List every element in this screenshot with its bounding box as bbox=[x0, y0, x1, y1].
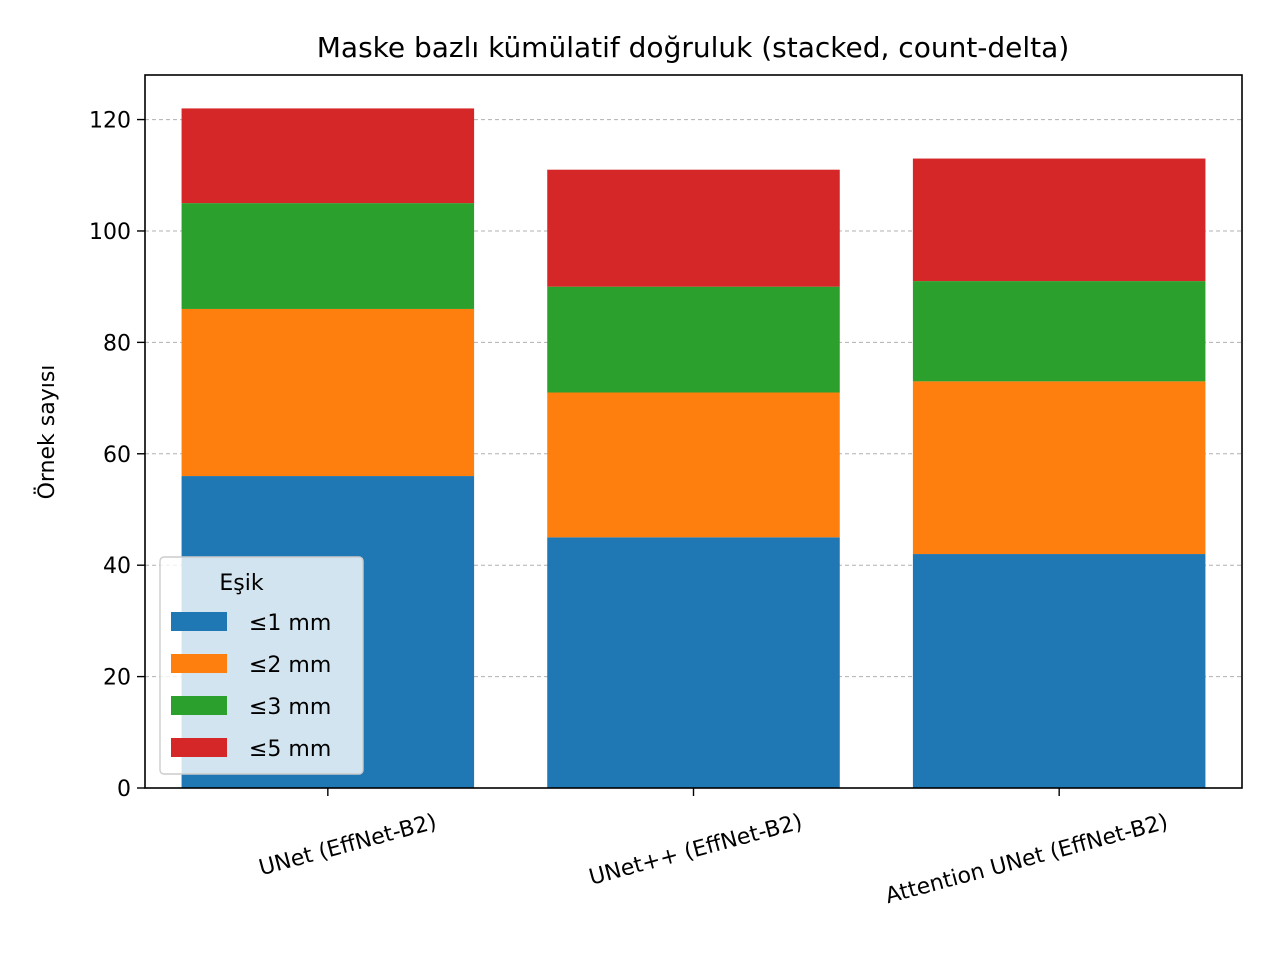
x-tick-label: Attention UNet (EffNet-B2) bbox=[883, 810, 1171, 910]
y-tick-label: 120 bbox=[89, 109, 131, 134]
y-tick-label: 80 bbox=[103, 331, 131, 356]
bar-segment bbox=[181, 108, 475, 204]
y-tick-label: 100 bbox=[89, 220, 131, 245]
bar-segment bbox=[912, 381, 1206, 555]
bar-segment bbox=[547, 286, 840, 393]
y-tick-label: 40 bbox=[103, 554, 131, 579]
x-tick-label: UNet++ (EffNet-B2) bbox=[586, 810, 805, 891]
legend-box bbox=[159, 556, 364, 775]
bars bbox=[181, 108, 1206, 788]
bar-segment bbox=[912, 554, 1206, 788]
x-tick-label: UNet (EffNet-B2) bbox=[256, 810, 439, 881]
bar-segment bbox=[547, 169, 840, 287]
legend-entry: ≤1 mm bbox=[249, 611, 331, 636]
legend-swatch bbox=[171, 654, 227, 673]
y-axis-label: Örnek sayısı bbox=[34, 365, 60, 500]
y-tick-label: 0 bbox=[117, 777, 131, 802]
legend-swatch bbox=[171, 738, 227, 757]
bar-segment bbox=[181, 308, 475, 477]
y-tick-label: 20 bbox=[103, 666, 131, 691]
bar-segment bbox=[547, 392, 840, 538]
legend-entry: ≤5 mm bbox=[249, 737, 331, 762]
y-tick-label: 60 bbox=[103, 443, 131, 468]
bar-segment bbox=[912, 158, 1206, 282]
bar-segment bbox=[912, 281, 1206, 382]
legend-entry: ≤2 mm bbox=[249, 653, 331, 678]
legend-swatch bbox=[171, 696, 227, 715]
chart-title: Maske bazlı kümülatif doğruluk (stacked,… bbox=[317, 31, 1070, 64]
bar-segment bbox=[547, 537, 840, 788]
legend-entry: ≤3 mm bbox=[249, 695, 331, 720]
legend: Eşik ≤1 mm ≤2 mm ≤3 mm ≤5 mm bbox=[159, 556, 364, 775]
legend-swatch bbox=[171, 612, 227, 631]
bar-segment bbox=[181, 203, 475, 309]
legend-title: Eşik bbox=[219, 571, 263, 596]
